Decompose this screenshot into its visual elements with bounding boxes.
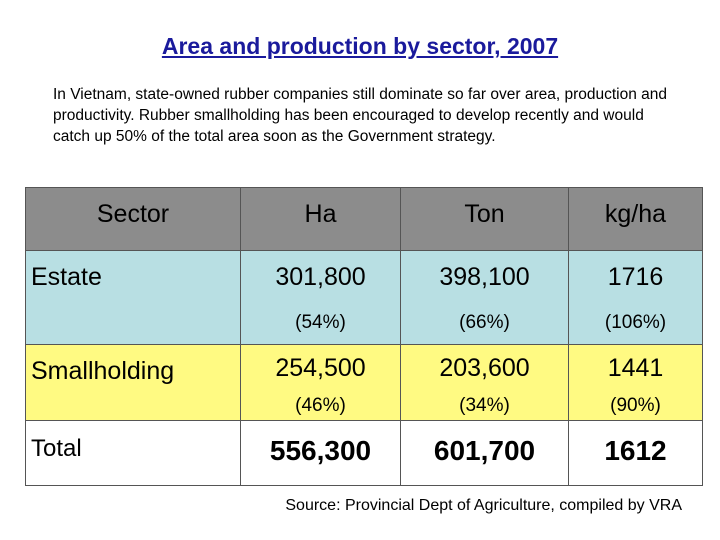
sector-label: Estate [31,263,102,291]
ton-percent: (66%) [459,312,510,333]
ton-value: 203,600 [439,354,530,382]
kgha-value: 1716 [607,263,664,291]
ha-percent: (54%) [295,312,346,333]
kgha-value: 1441 [607,354,664,382]
ha-percent: (46%) [295,395,346,416]
source-note: Source: Provincial Dept of Agriculture, … [285,497,682,514]
sector-table: Sector Ha Ton kg/ha Estate 301,800 (54%)… [25,187,703,486]
ton-value: 601,700 [433,435,536,466]
ha-value: 301,800 [275,263,366,291]
header-ton: Ton [464,200,505,228]
sector-label: Smallholding [31,357,175,385]
kgha-value: 1612 [604,435,667,466]
ha-value: 254,500 [275,354,366,382]
intro-paragraph: In Vietnam, state-owned rubber companies… [53,86,668,145]
ton-value: 398,100 [439,263,530,291]
ton-percent: (34%) [459,395,510,416]
table-header-row: Sector Ha Ton kg/ha [25,187,703,251]
sector-label: Total [31,435,82,462]
table-row-estate: Estate 301,800 (54%) 398,100 (66%) 1716 … [25,250,703,345]
kgha-percent: (106%) [604,312,667,333]
kgha-percent: (90%) [610,395,661,416]
ha-value: 556,300 [269,435,372,466]
header-sector: Sector [96,200,170,228]
table-row-smallholding: Smallholding 254,500 (46%) 203,600 (34%)… [25,344,703,421]
header-kgha: kg/ha [604,200,667,228]
table-row-total: Total 556,300 601,700 1612 [25,420,703,486]
header-ha: Ha [304,200,337,228]
page-title: Area and production by sector, 2007 [161,33,559,59]
